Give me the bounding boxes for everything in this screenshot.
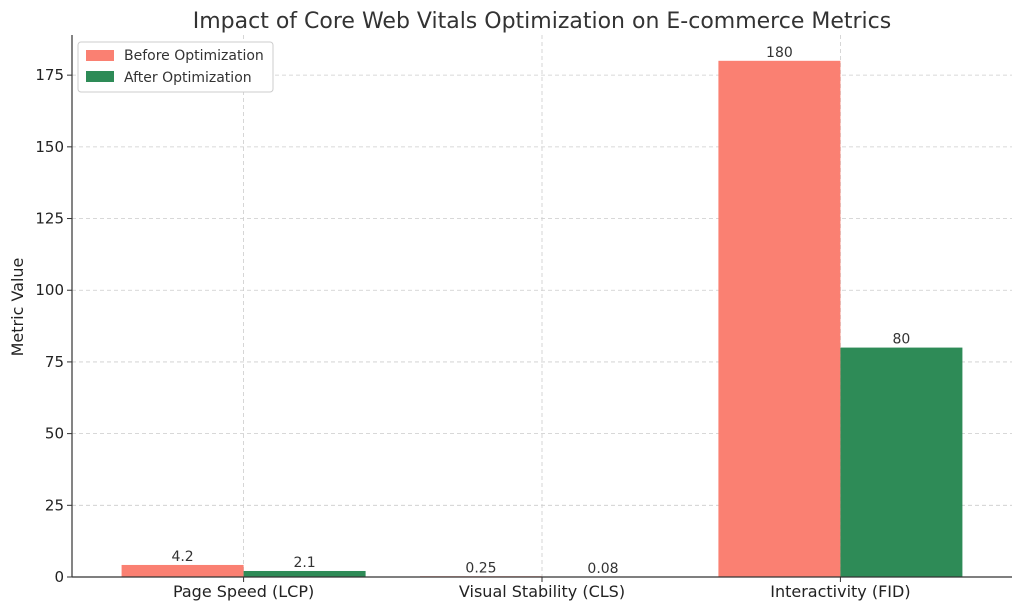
y-tick-label: 100 <box>35 281 64 299</box>
legend-box <box>77 41 274 93</box>
data-label: 0.25 <box>465 560 496 576</box>
data-label: 80 <box>892 332 910 348</box>
x-tick-label: Interactivity (FID) <box>770 582 910 601</box>
y-tick-label: 150 <box>35 138 64 156</box>
bar-before-2 <box>718 60 841 578</box>
y-tick-label: 175 <box>35 66 64 84</box>
data-labels: 4.2 0.25 180 2.1 0.08 80 <box>171 45 910 577</box>
y-ticks: 0 25 50 75 100 125 150 175 <box>35 66 72 586</box>
bar-before-0 <box>121 564 244 577</box>
legend: Before Optimization After Optimization <box>77 41 274 93</box>
x-tick-label: Visual Stability (CLS) <box>459 582 625 601</box>
bars <box>121 60 963 578</box>
chart-title: Impact of Core Web Vitals Optimization o… <box>193 9 891 34</box>
y-tick-label: 75 <box>45 353 64 371</box>
y-tick-label: 50 <box>45 425 64 443</box>
legend-label-before: Before Optimization <box>124 48 264 64</box>
x-ticks: Page Speed (LCP) Visual Stability (CLS) In… <box>173 577 911 601</box>
data-label: 4.2 <box>171 549 193 565</box>
bar-after-2 <box>840 347 963 577</box>
y-axis-label: Metric Value <box>8 258 27 357</box>
data-label: 2.1 <box>293 555 315 571</box>
legend-swatch-after <box>86 71 114 82</box>
legend-swatch-before <box>86 50 114 61</box>
data-label: 0.08 <box>587 561 618 577</box>
legend-label-after: After Optimization <box>124 70 252 86</box>
y-tick-label: 125 <box>35 210 64 228</box>
y-tick-label: 0 <box>54 568 64 586</box>
bar-after-0 <box>243 570 366 577</box>
data-label: 180 <box>766 45 793 61</box>
y-tick-label: 25 <box>45 496 64 514</box>
x-tick-label: Page Speed (LCP) <box>173 582 314 601</box>
